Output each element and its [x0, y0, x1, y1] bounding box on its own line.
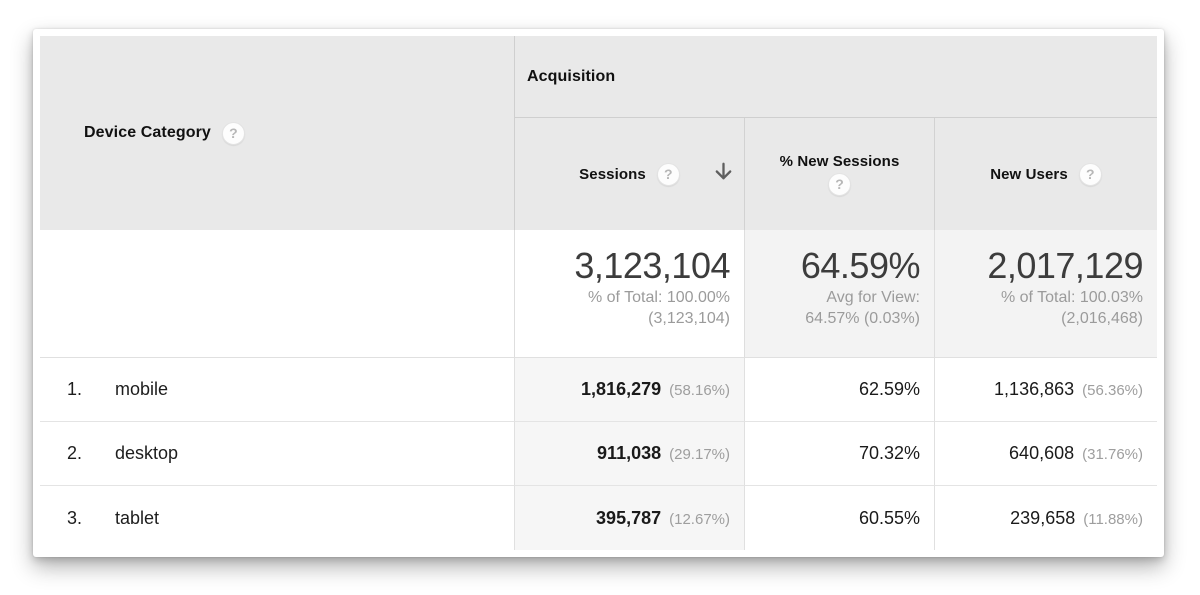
- summary-sessions-total: 3,123,104: [574, 245, 730, 286]
- sessions-cell: 395,787 (12.67%): [515, 486, 745, 550]
- new-sessions-pct-cell: 70.32%: [745, 422, 935, 486]
- new-sessions-pct-value: 60.55%: [858, 507, 920, 528]
- help-icon[interactable]: ?: [221, 121, 245, 145]
- new-users-pct: (11.88%): [1083, 510, 1143, 528]
- sessions-value: 911,038: [597, 443, 662, 463]
- new-users-cell: 239,658 (11.88%): [935, 486, 1157, 550]
- arrow-down-icon[interactable]: [712, 160, 735, 188]
- new-users-header-label: New Users: [990, 165, 1068, 183]
- sessions-value: 395,787: [596, 507, 662, 528]
- new-sessions-pct-column-header[interactable]: % New Sessions ?: [745, 118, 935, 230]
- new-sessions-pct-cell: 60.55%: [745, 486, 935, 550]
- summary-new-sessions-pct-avg-value: 64.57% (0.03%): [805, 310, 920, 327]
- table-row-device-cell: 1. mobile: [40, 358, 515, 422]
- new-users-pct: (31.76%): [1082, 446, 1143, 463]
- summary-new-sessions-pct-avg-label: Avg for View:: [826, 289, 920, 306]
- new-users-cell: 640,608 (31.76%): [935, 422, 1157, 486]
- help-icon[interactable]: ?: [656, 162, 680, 186]
- sessions-header-label: Sessions: [579, 165, 646, 183]
- help-icon[interactable]: ?: [1078, 162, 1102, 186]
- new-users-column-header[interactable]: New Users ?: [935, 118, 1157, 230]
- table-row-device-cell: 2. desktop: [40, 422, 515, 486]
- summary-new-users-total: 2,017,129: [987, 245, 1143, 286]
- sessions-cell: 911,038 (29.17%): [515, 422, 745, 486]
- device-category-table: Device Category ? Acquisition Sessions ?…: [40, 36, 1157, 550]
- summary-sessions-pct-of-total: % of Total: 100.00%: [587, 289, 730, 306]
- summary-device-cell: [40, 230, 515, 358]
- summary-new-users-pct-of-total: % of Total: 100.03%: [1000, 289, 1143, 306]
- sessions-cell: 1,816,279 (58.16%): [515, 358, 745, 422]
- new-users-pct: (56.36%): [1082, 382, 1143, 399]
- table-row-device-cell: 3. tablet: [40, 486, 515, 550]
- new-users-value: 239,658: [1010, 507, 1076, 528]
- new-sessions-pct-cell: 62.59%: [745, 358, 935, 422]
- device-name: mobile: [115, 379, 169, 399]
- row-rank: 1.: [67, 379, 83, 399]
- summary-new-sessions-pct-cell: 64.59% Avg for View: 64.57% (0.03%): [745, 230, 935, 358]
- sessions-value: 1,816,279: [581, 379, 662, 399]
- device-category-header[interactable]: Device Category ?: [40, 36, 515, 230]
- help-icon[interactable]: ?: [828, 172, 851, 196]
- new-users-cell: 1,136,863 (56.36%): [935, 358, 1157, 422]
- new-users-value: 1,136,863: [994, 379, 1075, 399]
- row-rank: 3.: [67, 507, 83, 528]
- summary-new-users-cell: 2,017,129 % of Total: 100.03% (2,016,468…: [935, 230, 1157, 358]
- acquisition-group-header: Acquisition: [515, 36, 1157, 118]
- new-sessions-pct-header-label: % New Sessions: [779, 152, 900, 170]
- acquisition-header-label: Acquisition: [527, 67, 616, 85]
- sessions-pct: (12.67%): [669, 510, 730, 528]
- new-sessions-pct-value: 62.59%: [858, 379, 920, 399]
- summary-sessions-cell: 3,123,104 % of Total: 100.00% (3,123,104…: [515, 230, 745, 358]
- summary-new-sessions-pct-value: 64.59%: [800, 245, 921, 286]
- sessions-pct: (29.17%): [669, 446, 730, 463]
- device-name: desktop: [115, 443, 179, 463]
- row-rank: 2.: [67, 443, 83, 463]
- analytics-table-card: Device Category ? Acquisition Sessions ?…: [33, 29, 1164, 557]
- device-category-header-label: Device Category: [84, 124, 211, 141]
- new-users-value: 640,608: [1009, 443, 1075, 463]
- summary-sessions-raw-total: (3,123,104): [648, 310, 730, 327]
- sessions-column-header[interactable]: Sessions ?: [515, 118, 745, 230]
- summary-new-users-raw-total: (2,016,468): [1061, 310, 1143, 327]
- new-sessions-pct-value: 70.32%: [858, 443, 920, 463]
- sessions-pct: (58.16%): [669, 382, 730, 399]
- device-name: tablet: [115, 507, 160, 528]
